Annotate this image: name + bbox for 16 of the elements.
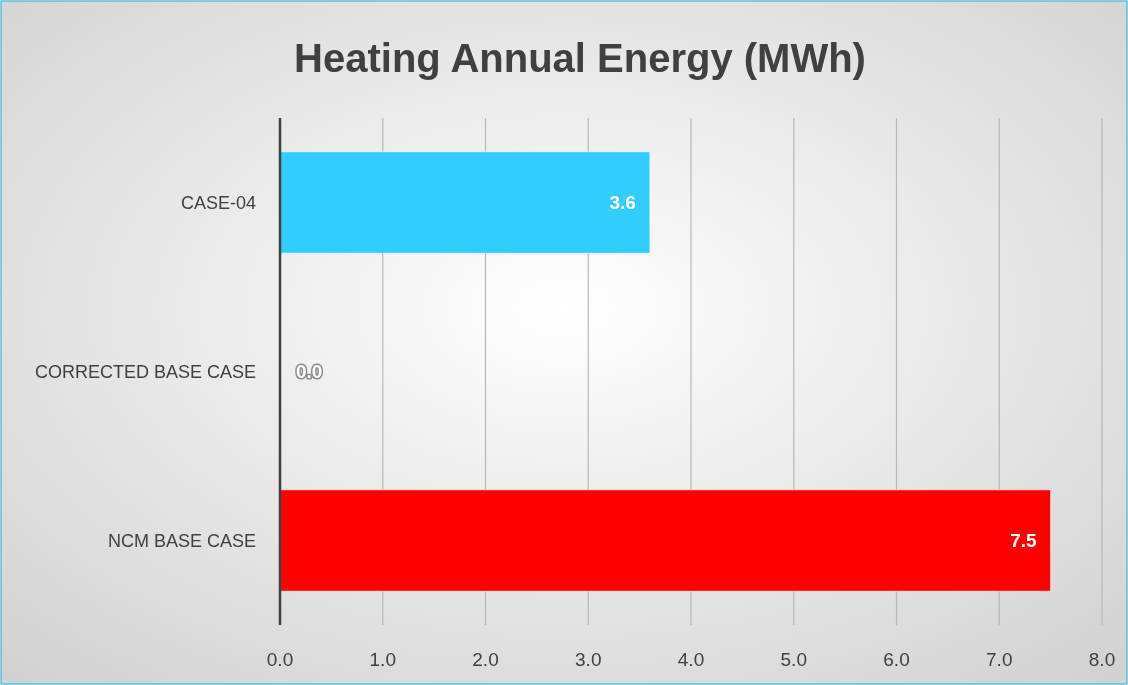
- x-tick-label: 3.0: [575, 648, 602, 670]
- x-tick-label: 7.0: [986, 648, 1013, 670]
- y-tick-label: NCM BASE CASE: [107, 530, 256, 551]
- x-tick-label: 5.0: [780, 648, 807, 670]
- y-tick-label: CASE-04: [180, 192, 256, 213]
- x-tick-label: 1.0: [369, 648, 396, 670]
- x-tick-label: 2.0: [472, 648, 499, 670]
- data-label: 0.0: [296, 361, 323, 383]
- chart-title: Heating Annual Energy (MWh): [294, 36, 866, 80]
- y-tick-label: CORRECTED BASE CASE: [34, 361, 256, 382]
- x-tick-label: 4.0: [677, 648, 705, 670]
- x-tick-label: 6.0: [883, 648, 910, 670]
- data-label: 7.5: [1010, 530, 1038, 552]
- x-tick-label: 0.0: [266, 648, 294, 670]
- x-tick-label: 8.0: [1088, 648, 1116, 670]
- data-label: 3.6: [609, 192, 636, 214]
